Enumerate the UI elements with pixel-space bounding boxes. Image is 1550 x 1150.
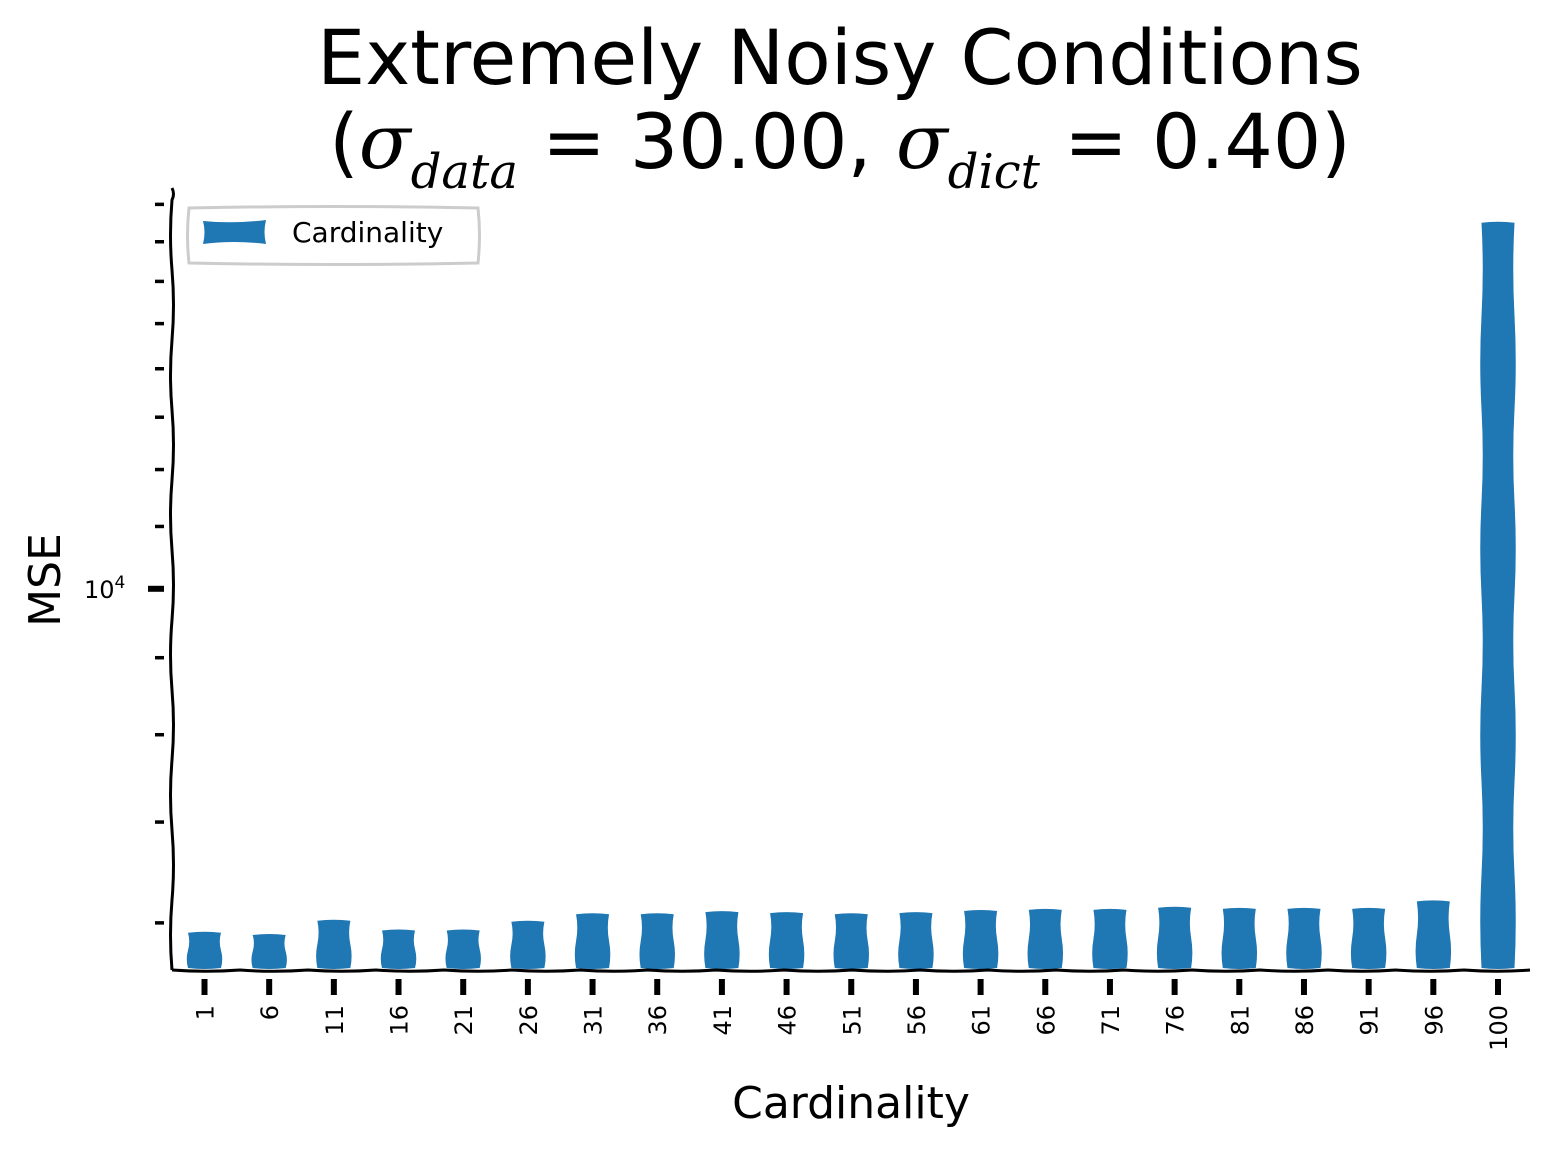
legend-swatch — [203, 220, 266, 244]
bar-31 — [574, 913, 611, 969]
sigma-data-symbol: σ — [358, 97, 411, 186]
bar-71 — [1092, 908, 1128, 969]
x-tick-label-100: 100 — [1485, 1005, 1513, 1051]
x-tick-label-66: 66 — [1032, 1005, 1060, 1036]
bar-46 — [768, 912, 805, 969]
sigma-dict-value: = 0.40) — [1039, 97, 1351, 186]
sigma-dict-subscript: dict — [947, 144, 1040, 200]
x-tick-label-41: 41 — [709, 1005, 737, 1036]
x-tick-label-76: 76 — [1162, 1005, 1190, 1036]
x-tick-label-86: 86 — [1291, 1005, 1319, 1036]
y-tick-label-major: 104 — [84, 573, 125, 604]
chart-title: Extremely Noisy Conditions (σdata = 30.0… — [250, 13, 1430, 200]
x-tick-label-91: 91 — [1356, 1005, 1384, 1036]
y-axis-line — [169, 187, 175, 971]
bar-81 — [1221, 907, 1258, 969]
bar-11 — [316, 919, 352, 969]
legend-label: Cardinality — [292, 216, 443, 249]
bar-96 — [1415, 900, 1452, 969]
bar-61 — [962, 909, 999, 969]
bar-91 — [1350, 907, 1387, 969]
title-params: (σdata = 30.00, σdict = 0.40) — [329, 97, 1351, 200]
bar-51 — [833, 913, 869, 969]
x-tick-label-16: 16 — [386, 1005, 414, 1036]
bar-36 — [639, 913, 675, 969]
y-tick-base: 10 — [84, 576, 115, 604]
title-main: Extremely Noisy Conditions — [317, 13, 1363, 102]
x-tick-label-21: 21 — [450, 1005, 478, 1036]
bar-56 — [898, 912, 934, 969]
x-tick-label-56: 56 — [903, 1005, 931, 1036]
x-tick-label-61: 61 — [968, 1005, 996, 1036]
x-tick-label-96: 96 — [1420, 1005, 1448, 1036]
sigma-data-value: = 30.00, — [517, 97, 896, 186]
x-tick-label-26: 26 — [515, 1005, 543, 1036]
bars-group — [186, 221, 1516, 969]
bar-26 — [510, 920, 546, 969]
x-tick-label-46: 46 — [774, 1005, 802, 1036]
bar-66 — [1027, 908, 1064, 969]
legend: Cardinality — [186, 205, 481, 266]
x-tick-label-71: 71 — [1097, 1005, 1125, 1036]
x-tick-label-6: 6 — [256, 1005, 284, 1020]
x-axis-label: Cardinality — [732, 1078, 970, 1129]
sigma-dict-symbol: σ — [895, 97, 948, 186]
bar-86 — [1286, 907, 1322, 969]
bar-41 — [704, 911, 740, 969]
y-axis-label: MSE — [20, 533, 71, 627]
y-tick-exponent: 4 — [115, 573, 126, 593]
bar-6 — [251, 933, 287, 969]
bar-76 — [1156, 906, 1193, 969]
x-tick-label-1: 1 — [192, 1005, 220, 1020]
bar-100 — [1480, 221, 1516, 969]
x-tick-label-11: 11 — [321, 1005, 349, 1036]
x-ticks-group: 1 6 11 16 21 26 31 36 41 46 51 56 61 66 71 76 81 86 91 96 10… — [192, 979, 1513, 1051]
x-tick-label-31: 31 — [580, 1005, 608, 1036]
bar-16 — [380, 929, 417, 969]
x-tick-label-36: 36 — [644, 1005, 672, 1036]
bar-1 — [186, 931, 223, 969]
x-tick-label-51: 51 — [838, 1005, 866, 1036]
sigma-data-subscript: data — [410, 144, 518, 200]
bar-21 — [445, 929, 481, 969]
x-tick-label-81: 81 — [1226, 1005, 1254, 1036]
x-axis-line — [171, 968, 1531, 973]
y-ticks-group — [148, 202, 164, 925]
